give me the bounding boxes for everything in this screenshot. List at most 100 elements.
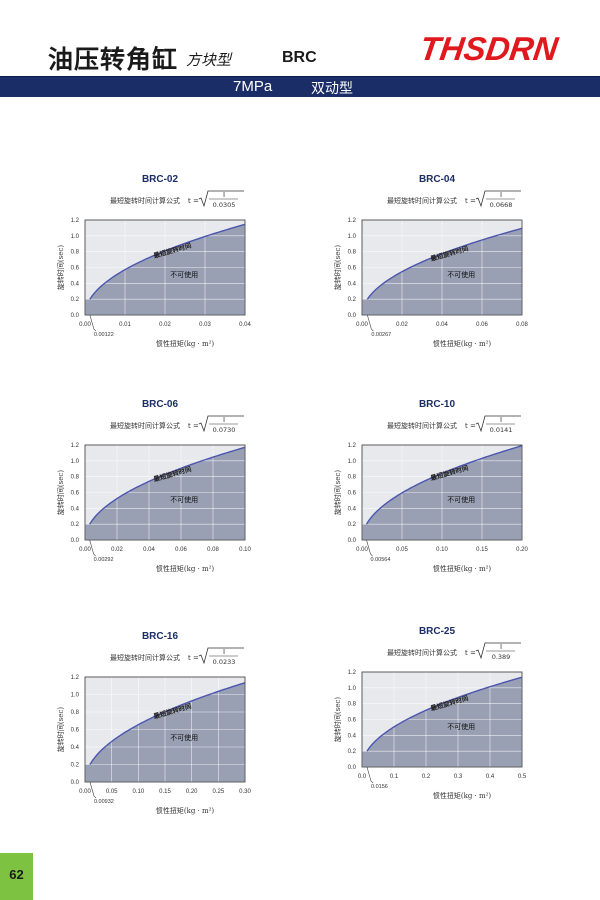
x-tick-label: 0.10 <box>436 547 448 553</box>
chart-title: BRC-04 <box>419 174 456 185</box>
x-tick-label: 0.15 <box>159 789 171 795</box>
y-axis-label: 旋转时间(sec) <box>56 245 65 290</box>
x-tick-label: 0.05 <box>106 789 118 795</box>
y-tick-label: 0.2 <box>348 749 357 755</box>
model-code: BRC <box>282 49 317 66</box>
y-tick-label: 0.0 <box>348 765 357 771</box>
y-axis-label: 旋转时间(sec) <box>333 470 342 515</box>
x-tick-label: 0.30 <box>239 789 251 795</box>
y-tick-label: 0.8 <box>71 710 80 716</box>
x-tick-label: 0.20 <box>186 789 198 795</box>
y-tick-label: 1.0 <box>348 459 357 465</box>
x-tick-label: 0.10 <box>132 789 144 795</box>
y-tick-label: 1.2 <box>71 675 80 681</box>
region-label: 不可使用 <box>447 270 475 279</box>
min-inertia-leader <box>366 539 373 557</box>
formula-denominator: 0.0668 <box>490 201 513 209</box>
y-axis-label: 旋转时间(sec) <box>333 245 342 290</box>
formula-root <box>475 642 521 660</box>
y-tick-label: 1.2 <box>348 670 357 676</box>
page-number: 62 <box>9 867 24 882</box>
x-axis-label: 惯性扭矩(kg · m²) <box>156 339 215 348</box>
x-tick-label: 0.04 <box>436 322 448 328</box>
y-tick-label: 0.6 <box>348 718 357 724</box>
min-time-curve <box>366 676 523 752</box>
min-time-curve <box>89 446 246 525</box>
y-tick-label: 0.0 <box>348 538 357 544</box>
formula-label: 最短旋转时间计算公式 <box>110 196 180 205</box>
min-time-curve <box>366 227 523 300</box>
spec-band: 7MPa 双动型 <box>0 76 600 97</box>
y-tick-label: 0.6 <box>71 491 80 497</box>
x-tick-label: 0.06 <box>476 322 488 328</box>
x-tick-label: 0.08 <box>207 547 219 553</box>
formula-root <box>198 647 244 665</box>
formula-denominator: 0.389 <box>492 653 511 661</box>
formula-denominator: 0.0233 <box>213 658 236 666</box>
x-tick-label: 0.1 <box>390 774 399 780</box>
x-tick-label: 0.00 <box>79 547 91 553</box>
y-tick-label: 1.2 <box>348 218 357 224</box>
y-tick-label: 0.8 <box>348 475 357 481</box>
y-tick-label: 1.0 <box>71 459 80 465</box>
x-tick-label: 0.25 <box>212 789 224 795</box>
x-tick-label: 0.08 <box>516 322 528 328</box>
x-axis-label: 惯性扭矩(kg · m²) <box>156 564 215 573</box>
x-tick-label: 0.01 <box>119 322 131 328</box>
y-tick-label: 0.6 <box>348 266 357 272</box>
region-label: 不可使用 <box>170 270 198 279</box>
y-tick-label: 0.2 <box>71 522 80 528</box>
y-tick-label: 0.0 <box>348 313 357 319</box>
region-label: 不可使用 <box>170 495 198 504</box>
x-tick-label: 0.02 <box>396 322 408 328</box>
x-tick-label: 0.05 <box>396 547 408 553</box>
page-title: 油压转角缸 <box>48 45 179 74</box>
min-inertia-leader <box>366 766 374 784</box>
formula-label: 最短旋转时间计算公式 <box>387 421 457 430</box>
formula-prefix: t = <box>188 422 199 430</box>
formula-numerator: I <box>223 416 225 424</box>
y-tick-label: 0.4 <box>348 281 357 287</box>
plot-frame <box>361 219 523 316</box>
x-tick-label: 0.02 <box>111 547 123 553</box>
min-time-curve <box>365 445 523 525</box>
y-tick-label: 0.2 <box>348 522 357 528</box>
y-tick-label: 0.6 <box>71 266 80 272</box>
y-tick-label: 1.2 <box>348 443 357 449</box>
min-inertia-label: 0.00267 <box>371 332 391 338</box>
y-tick-label: 1.0 <box>348 234 357 240</box>
formula-denominator: 0.0305 <box>213 201 236 209</box>
formula-numerator: I <box>223 191 225 199</box>
plot-frame <box>84 676 246 783</box>
x-tick-label: 0.5 <box>518 774 527 780</box>
formula-root <box>475 190 521 208</box>
chart-title: BRC-06 <box>142 399 179 410</box>
formula-label: 最短旋转时间计算公式 <box>387 648 457 657</box>
y-tick-label: 0.4 <box>71 745 80 751</box>
x-tick-label: 0.3 <box>454 774 463 780</box>
min-inertia-leader <box>89 539 96 557</box>
y-tick-label: 0.2 <box>71 763 80 769</box>
y-tick-label: 0.0 <box>71 313 80 319</box>
y-tick-label: 0.0 <box>71 538 80 544</box>
min-inertia-label: 0.00122 <box>94 332 114 338</box>
x-tick-label: 0.06 <box>175 547 187 553</box>
formula-numerator: I <box>500 191 502 199</box>
y-tick-label: 0.8 <box>71 250 80 256</box>
y-axis-label: 旋转时间(sec) <box>56 707 65 752</box>
formula-numerator: I <box>500 643 502 651</box>
y-tick-label: 1.0 <box>71 234 80 240</box>
x-tick-label: 0.04 <box>143 547 155 553</box>
formula-label: 最短旋转时间计算公式 <box>110 653 180 662</box>
y-tick-label: 0.0 <box>71 780 80 786</box>
plot-frame <box>84 444 246 541</box>
x-tick-label: 0.10 <box>239 547 251 553</box>
page-subtitle: 方块型 <box>186 51 232 69</box>
region-label: 不可使用 <box>447 722 475 731</box>
formula-root <box>198 415 244 433</box>
x-tick-label: 0.02 <box>159 322 171 328</box>
x-tick-label: 0.03 <box>199 322 211 328</box>
min-inertia-leader <box>367 314 374 332</box>
x-axis-label: 惯性扭矩(kg · m²) <box>433 339 492 348</box>
